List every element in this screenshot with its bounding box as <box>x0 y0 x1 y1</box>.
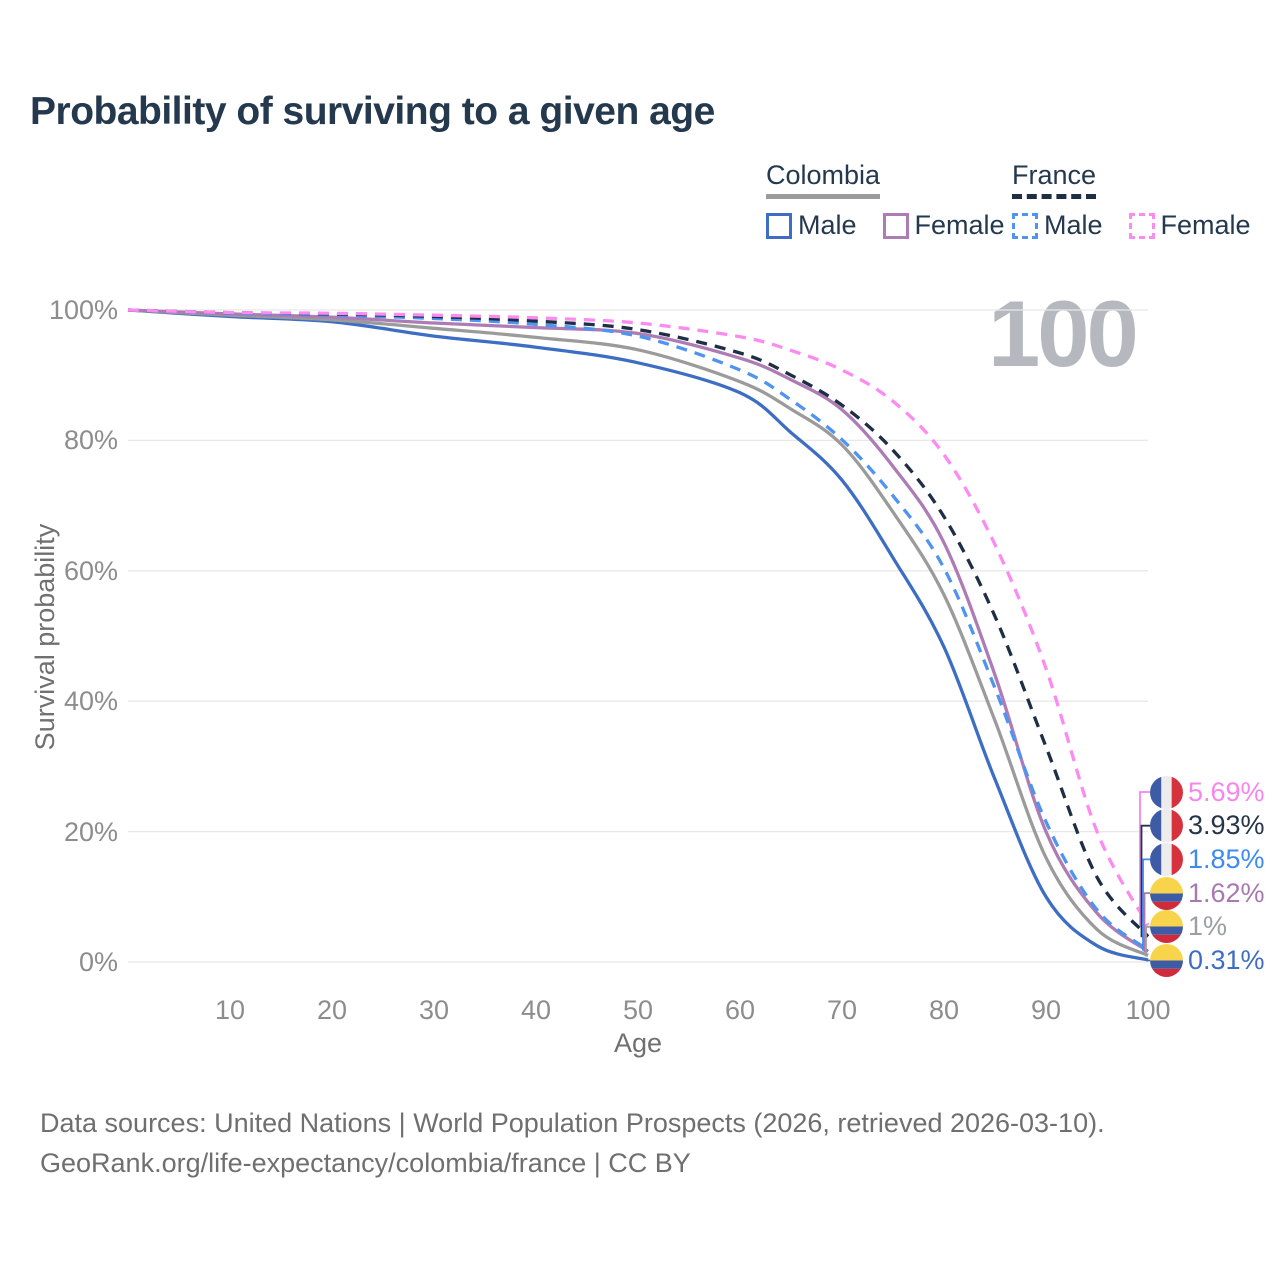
series-line-france-total[interactable] <box>127 308 1150 938</box>
legend-country-label: France <box>1012 160 1097 199</box>
end-label-colombia-total: 1% <box>1150 910 1227 944</box>
x-tick-label: 90 <box>1030 995 1062 1025</box>
legend-country-label: Colombia <box>766 160 881 199</box>
legend-item-france-female[interactable]: Female <box>1128 210 1251 241</box>
y-tick-label: 80% <box>63 425 118 456</box>
x-tick-label: 40 <box>520 995 552 1025</box>
x-axis-title: Age <box>613 1028 663 1058</box>
france-flag-icon <box>1150 809 1183 843</box>
legend-item-colombia-female[interactable]: Female <box>882 210 1005 241</box>
y-tick-label: 60% <box>63 555 118 586</box>
x-tick-label: 70 <box>826 995 858 1025</box>
legend-group-france: France Male Female <box>1012 160 1277 241</box>
y-tick-label: 20% <box>63 816 118 847</box>
x-tick-label: 100 <box>1125 995 1171 1025</box>
legend-item-france-male[interactable]: Male <box>1012 210 1103 241</box>
y-tick-label: 40% <box>63 686 118 717</box>
end-label-value: 1% <box>1188 911 1228 942</box>
legend-group-colombia: Colombia Male Female <box>766 160 1031 241</box>
end-label-connector <box>1145 925 1150 957</box>
colombia-flag-icon <box>1150 910 1183 944</box>
legend-swatch[interactable] <box>1012 212 1038 239</box>
x-tick-label: 80 <box>928 995 960 1025</box>
series-line-colombia-male[interactable] <box>127 308 1149 962</box>
x-tick-label: 30 <box>418 995 450 1025</box>
end-label-value: 5.69% <box>1188 776 1265 807</box>
end-label-value: 0.31% <box>1188 945 1265 975</box>
y-tick-label: 0% <box>78 947 118 977</box>
end-label-colombia-female: 1.62% <box>1150 876 1265 910</box>
colombia-flag-icon <box>1150 876 1183 910</box>
end-label-france-male: 1.85% <box>1150 842 1265 876</box>
footer-line-1: Data sources: United Nations | World Pop… <box>40 1108 1105 1138</box>
legend-item-label[interactable]: Female <box>1160 210 1251 240</box>
x-tick-label: 50 <box>622 995 654 1025</box>
y-axis-title: Survival probability <box>30 523 60 751</box>
footer: Data sources: United Nations | World Pop… <box>40 1103 1105 1183</box>
series-line-colombia-total[interactable] <box>127 308 1149 957</box>
x-tick-label: 20 <box>316 995 348 1025</box>
series-line-france-female[interactable] <box>127 308 1150 926</box>
end-label-value: 1.85% <box>1188 843 1265 874</box>
legend-swatch[interactable] <box>766 212 792 239</box>
x-tick-label: 10 <box>214 995 246 1025</box>
page-title: Probability of surviving to a given age <box>30 90 715 133</box>
legend-item-label[interactable]: Male <box>798 210 857 240</box>
y-tick-label: 100% <box>48 295 118 325</box>
legend-item-label[interactable]: Female <box>914 210 1005 240</box>
end-label-france-total: 3.93% <box>1150 809 1265 843</box>
end-label-value: 3.93% <box>1188 810 1265 841</box>
legend-item-colombia-male[interactable]: Male <box>766 210 857 241</box>
colombia-flag-icon <box>1150 944 1183 977</box>
france-flag-icon <box>1150 775 1183 809</box>
end-label-colombia-male: 0.31% <box>1150 944 1265 978</box>
end-label-value: 1.62% <box>1188 877 1265 908</box>
series-line-france-male[interactable] <box>127 308 1150 952</box>
footer-line-2: GeoRank.org/life-expectancy/colombia/fra… <box>40 1148 691 1178</box>
age-watermark: 100 <box>988 281 1139 386</box>
legend-item-label[interactable]: Male <box>1044 210 1103 240</box>
legend-swatch[interactable] <box>882 212 909 239</box>
legend-swatch[interactable] <box>1128 212 1155 239</box>
x-tick-label: 60 <box>724 995 756 1025</box>
end-label-connector <box>1146 959 1150 962</box>
end-label-france-female: 5.69% <box>1150 775 1265 809</box>
france-flag-icon <box>1150 842 1183 876</box>
series-line-colombia-female[interactable] <box>127 308 1149 953</box>
